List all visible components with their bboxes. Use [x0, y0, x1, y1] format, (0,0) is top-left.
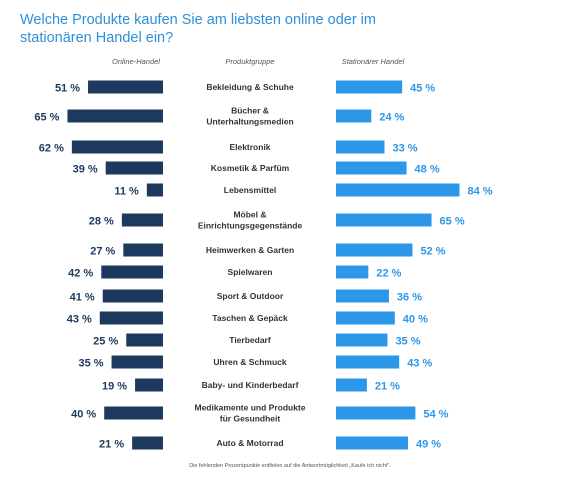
chart-row: 51 % 45 % Bekleidung & Schuhe [55, 80, 435, 95]
stationaer-value-label: 52 % [420, 246, 445, 258]
chart-row: 21 % 49 % Auto & Motorrad [99, 436, 441, 451]
footnote: Die fehlenden Prozentpunkte entfielen au… [189, 463, 391, 469]
online-bar [123, 243, 163, 257]
chart-row: 40 % 54 % Medikamente und Produkte für Gesu… [71, 403, 449, 424]
category-label: Medikamente und Produkte für Gesundheit [195, 403, 306, 424]
online-value-label: 41 % [70, 292, 95, 304]
category-label: Sport & Outdoor [217, 291, 284, 301]
online-value-label: 39 % [73, 164, 98, 176]
stationaer-value-label: 22 % [376, 268, 401, 280]
online-bar [102, 289, 163, 303]
chart-row: 27 % 52 % Heimwerken & Garten [90, 243, 446, 258]
online-bar [132, 436, 163, 450]
category-label: Baby- und Kinderbedarf [202, 380, 299, 390]
header-online-handel: Online-Handel [112, 57, 160, 66]
online-value-label: 51 % [55, 83, 80, 95]
chart-row: 65 % 24 % Bücher & Unterhaltungsmedien [34, 106, 404, 127]
stationaer-value-label: 48 % [415, 164, 440, 176]
online-value-label: 19 % [102, 381, 127, 393]
category-label: Lebensmittel [224, 185, 276, 195]
stationaer-bar [336, 183, 460, 197]
stationaer-value-label: 54 % [423, 409, 448, 421]
header-produktgruppe: Produktgruppe [225, 57, 274, 66]
online-bar [135, 378, 163, 392]
column-headers: Online-Handel Produktgruppe Stationärer … [112, 57, 405, 66]
category-label: Kosmetik & Parfüm [211, 163, 290, 173]
chart-row: 62 % 33 % Elektronik [39, 140, 418, 155]
stationaer-bar [336, 243, 413, 257]
stationaer-value-label: 45 % [410, 83, 435, 95]
stationaer-bar [336, 406, 416, 420]
chart-rows: 51 % 45 % Bekleidung & Schuhe 65 % 24 % Büche… [34, 80, 493, 451]
stationaer-bar [336, 265, 369, 279]
stationaer-value-label: 65 % [440, 216, 465, 228]
online-value-label: 42 % [68, 268, 93, 280]
stationaer-bar [336, 378, 367, 392]
stationaer-bar [336, 333, 388, 347]
online-value-label: 21 % [99, 439, 124, 451]
stationaer-bar [336, 140, 385, 154]
stationaer-value-label: 35 % [395, 336, 420, 348]
chart-row: 28 % 65 % Möbel & Einrichtungsgegenstände [89, 210, 465, 231]
online-bar [101, 265, 163, 279]
stationaer-value-label: 36 % [397, 292, 422, 304]
category-label: Spielwaren [228, 267, 273, 277]
online-bar [67, 109, 163, 123]
chart-row: 35 % 43 % Uhren & Schmuck [78, 355, 433, 370]
chart-row: 43 % 40 % Taschen & Gepäck [67, 311, 428, 326]
online-bar [146, 183, 163, 197]
chart-row: 41 % 36 % Sport & Outdoor [70, 289, 422, 304]
online-bar [121, 213, 163, 227]
stationaer-value-label: 49 % [416, 439, 441, 451]
stationaer-bar [336, 80, 403, 94]
online-bar [111, 355, 163, 369]
online-value-label: 65 % [34, 112, 59, 124]
chart-row: 19 % 21 % Baby- und Kinderbedarf [102, 378, 400, 393]
online-bar [104, 406, 163, 420]
chart-row: 39 % 48 % Kosmetik & Parfüm [73, 161, 440, 176]
online-value-label: 28 % [89, 216, 114, 228]
online-bar [105, 161, 163, 175]
online-bar [71, 140, 163, 154]
stationaer-value-label: 33 % [393, 143, 418, 155]
category-label: Uhren & Schmuck [213, 357, 286, 367]
online-bar [126, 333, 163, 347]
stationaer-value-label: 24 % [379, 112, 404, 124]
online-value-label: 35 % [78, 358, 103, 370]
stationaer-bar [336, 311, 395, 325]
stationaer-bar [336, 213, 432, 227]
chart-title: Welche Produkte kaufen Sie am liebsten o… [20, 12, 376, 46]
stationaer-bar [336, 109, 372, 123]
online-value-label: 62 % [39, 143, 64, 155]
category-label: Bücher & Unterhaltungsmedien [206, 106, 293, 127]
chart-row: 42 % 22 % Spielwaren [68, 265, 402, 280]
category-label: Elektronik [229, 142, 270, 152]
category-label: Taschen & Gepäck [212, 313, 288, 323]
category-label: Tierbedarf [229, 335, 271, 345]
online-value-label: 11 % [114, 186, 139, 198]
category-label: Bekleidung & Schuhe [206, 82, 294, 92]
online-value-label: 25 % [93, 336, 118, 348]
category-label: Heimwerken & Garten [206, 245, 294, 255]
online-bar [88, 80, 163, 94]
online-value-label: 27 % [90, 246, 115, 258]
stationaer-value-label: 43 % [407, 358, 432, 370]
chart-row: 11 % 84 % Lebensmittel [114, 183, 493, 198]
stationaer-value-label: 21 % [375, 381, 400, 393]
stationaer-bar [336, 436, 409, 450]
online-value-label: 40 % [71, 409, 96, 421]
category-label: Auto & Motorrad [216, 438, 283, 448]
stationaer-bar [336, 289, 389, 303]
online-value-label: 43 % [67, 314, 92, 326]
online-bar [99, 311, 163, 325]
stationaer-bar [336, 355, 400, 369]
header-stationaerer-handel: Stationärer Handel [342, 57, 405, 66]
chart-row: 25 % 35 % Tierbedarf [93, 333, 421, 348]
stationaer-value-label: 40 % [403, 314, 428, 326]
stationaer-bar [336, 161, 407, 175]
stationaer-value-label: 84 % [467, 186, 492, 198]
category-label: Möbel & Einrichtungsgegenstände [198, 210, 303, 231]
